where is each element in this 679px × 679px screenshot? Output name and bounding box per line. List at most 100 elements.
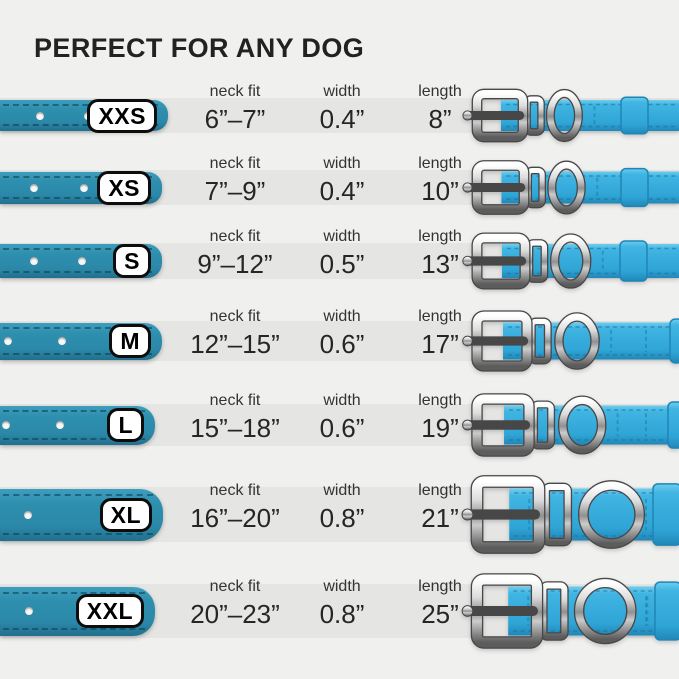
strap-keeper [667, 401, 679, 449]
strap-keeper [654, 581, 679, 641]
length-value: 19” [421, 413, 459, 443]
d-ring-icon [577, 480, 646, 549]
collar-strap-left: L [0, 405, 155, 445]
stitch-line [3, 591, 145, 594]
width-value: 0.4” [319, 103, 365, 134]
neck-fit-value: 7”–9” [204, 175, 266, 206]
collar-buckle-graphic [454, 223, 679, 299]
stitch-line [3, 352, 152, 355]
d-ring-icon [545, 88, 584, 143]
width-label: width [323, 481, 361, 499]
width-label: width [323, 578, 361, 595]
collar-hole [56, 421, 64, 429]
size-row-xl: XL neck fit 16”–20” width 0.8” length 21” [0, 453, 679, 576]
length-label: length [418, 392, 462, 409]
size-badge: L [107, 407, 144, 443]
collar-hole [30, 183, 38, 192]
collar-photo-right [462, 160, 679, 215]
stitch-line [3, 124, 158, 126]
length-value: 10” [421, 175, 459, 206]
length-label: length [418, 481, 462, 499]
collar-strap-left: M [0, 322, 162, 360]
length-value: 21” [421, 502, 459, 533]
page-title: PERFECT FOR ANY DOG [34, 33, 365, 63]
neck-fit-value: 6”–7” [204, 103, 266, 134]
buckle-prong-icon [461, 605, 539, 617]
neck-fit-value: 20”–23” [190, 599, 280, 629]
length-value: 25” [421, 599, 459, 629]
collar-hole [36, 111, 44, 120]
d-ring-icon [554, 312, 600, 370]
collar-strap-left: S [0, 243, 162, 279]
collar-hole [30, 257, 38, 265]
length-value: 17” [421, 329, 459, 359]
size-row-m: M neck fit 12”–15” width 0.6” length 17” [0, 287, 679, 395]
width-value: 0.8” [319, 599, 365, 629]
width-label: width [323, 392, 361, 409]
size-badge: M [109, 323, 151, 359]
d-ring-icon [547, 160, 586, 215]
stitch-line [3, 532, 153, 535]
neck-fit-label: neck fit [209, 154, 261, 172]
collar-buckle-graphic [454, 150, 679, 225]
neck-fit-label: neck fit [209, 481, 261, 499]
neck-fit-label: neck fit [209, 228, 261, 245]
collar-photo-right [462, 393, 679, 457]
buckle-prong-icon [461, 508, 541, 521]
collar-buckle-graphic [454, 564, 679, 658]
buckle-prong-icon [462, 110, 525, 121]
collar-buckle-graphic [454, 301, 679, 381]
strap-keeper [620, 167, 649, 208]
collar-hole [58, 337, 66, 345]
size-badge: XS [97, 170, 151, 205]
size-row-l: L neck fit 15”–18” width 0.6” length 19” [0, 370, 679, 480]
neck-fit-label: neck fit [209, 392, 261, 409]
width-label: width [323, 154, 361, 172]
collar-hole [24, 510, 32, 519]
width-value: 0.4” [319, 175, 365, 206]
buckle-prong-icon [462, 255, 527, 267]
stitch-line [3, 248, 152, 250]
size-badge: XL [99, 497, 152, 532]
length-value: 13” [421, 249, 459, 279]
collar-buckle-graphic [454, 384, 679, 466]
collar-strap-left: XL [0, 488, 163, 541]
neck-fit-value: 16”–20” [190, 502, 280, 533]
width-value: 0.5” [319, 249, 365, 279]
stitch-line [3, 326, 152, 329]
length-value: 8” [428, 103, 452, 134]
stitch-line [3, 104, 158, 106]
collar-photo-right [462, 88, 679, 143]
buckle-prong-icon [462, 419, 531, 431]
size-badge: XXS [87, 98, 157, 133]
width-value: 0.6” [319, 413, 365, 443]
length-label: length [418, 154, 462, 172]
metal-keeper-icon [539, 581, 569, 641]
collar-hole [78, 257, 86, 265]
width-value: 0.6” [319, 329, 365, 359]
strap-keeper [669, 318, 679, 364]
collar-hole [25, 607, 33, 615]
collar-photo-right [461, 573, 679, 649]
stitch-line [3, 437, 145, 440]
size-badge: S [113, 243, 151, 279]
collar-hole [2, 421, 10, 429]
length-label: length [418, 228, 462, 245]
length-label: length [418, 308, 462, 325]
stitch-line [3, 493, 153, 496]
neck-fit-label: neck fit [209, 578, 261, 595]
collar-strap-left: XS [0, 170, 162, 205]
collar-photo-right [462, 310, 679, 372]
collar-buckle-graphic [454, 467, 679, 562]
strap-keeper [619, 240, 648, 282]
width-label: width [323, 82, 361, 100]
collar-photo-right [461, 475, 679, 554]
strap-keeper [620, 96, 649, 135]
size-badge: XXL [75, 593, 144, 629]
stitch-line [3, 627, 145, 630]
strap-keeper [652, 483, 679, 546]
neck-fit-value: 12”–15” [190, 329, 280, 359]
neck-fit-label: neck fit [209, 308, 261, 325]
stitch-line [3, 271, 152, 273]
d-ring-icon [573, 577, 637, 645]
